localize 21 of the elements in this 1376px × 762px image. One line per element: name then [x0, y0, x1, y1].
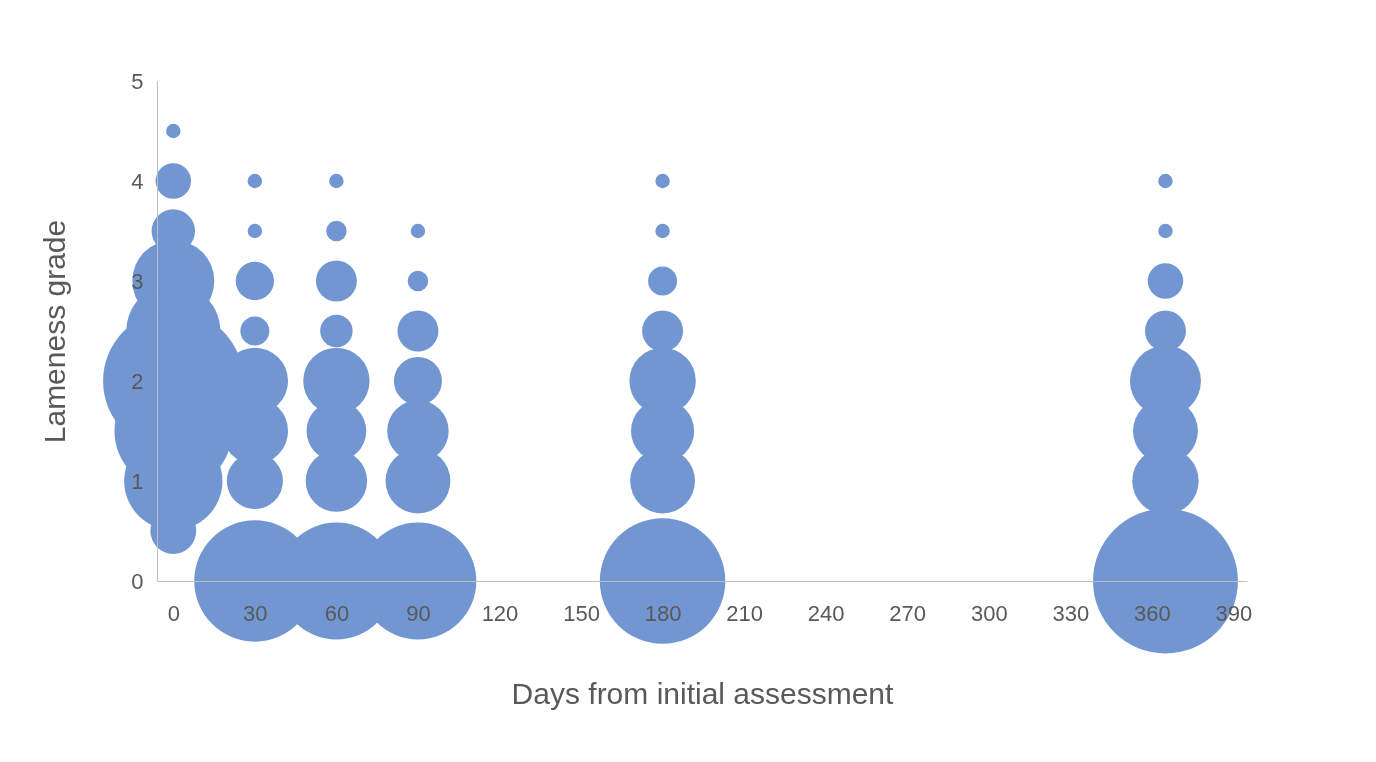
x-tick-label: 30 [243, 600, 268, 626]
y-tick-label: 1 [131, 468, 144, 494]
x-tick-label: 330 [1052, 600, 1090, 626]
x-tick-label: 240 [807, 600, 845, 626]
x-tick-label: 360 [1134, 600, 1171, 626]
y-tick-label: 0 [131, 568, 144, 594]
y-tick-label: 5 [131, 68, 144, 94]
x-tick-label: 300 [970, 600, 1008, 626]
x-tick-label: 60 [324, 600, 350, 626]
x-tick-label: 180 [644, 600, 682, 626]
x-axis-title: Days from initial assessment [511, 676, 895, 710]
x-tick-label: 0 [167, 600, 180, 626]
y-tick-label: 3 [131, 268, 144, 294]
x-tick-label: 90 [406, 600, 431, 626]
y-tick-label: 4 [131, 168, 144, 194]
x-tick-label: 120 [481, 600, 519, 626]
y-axis-title: Lameness grade [38, 219, 72, 444]
x-tick-label: 150 [563, 600, 600, 626]
x-tick-label: 270 [889, 600, 927, 626]
x-tick-label: 210 [726, 600, 763, 626]
y-tick-label: 2 [131, 368, 144, 394]
